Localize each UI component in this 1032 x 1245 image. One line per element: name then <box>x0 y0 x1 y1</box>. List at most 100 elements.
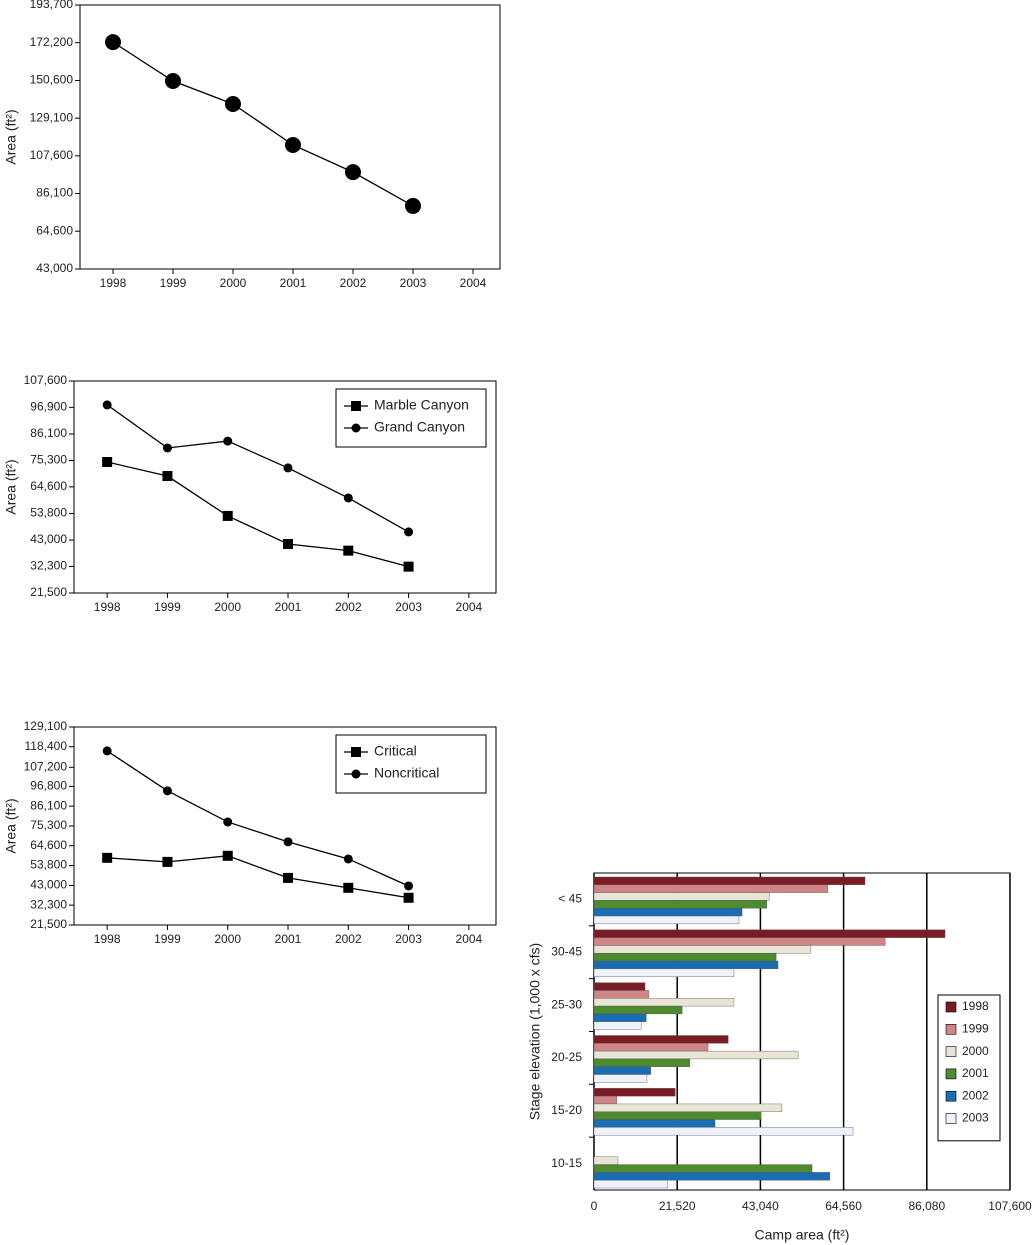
marker <box>283 837 293 847</box>
plot-frame <box>79 4 501 270</box>
bar <box>593 937 886 946</box>
y-tick-label: 10-15 <box>551 1156 582 1170</box>
y-tick-label: 150,600 <box>30 73 74 87</box>
y-tick-label: 96,900 <box>30 400 67 414</box>
y-tick-label: 129,100 <box>30 110 74 124</box>
x-tick-label: 1998 <box>94 932 121 946</box>
legend-label: Critical <box>374 743 417 759</box>
marker <box>343 493 353 503</box>
y-tick-label: 64,600 <box>30 838 67 852</box>
bar <box>593 968 735 977</box>
legend-box <box>335 388 487 448</box>
x-tick-label: 2000 <box>214 932 241 946</box>
bar <box>593 1021 642 1030</box>
bar <box>593 1058 691 1067</box>
x-tick-label: 2001 <box>275 600 302 614</box>
x-tick-label: 86,080 <box>908 1199 945 1213</box>
legend-label: Grand Canyon <box>374 419 465 435</box>
bar <box>593 1088 676 1097</box>
legend-swatch <box>945 1001 957 1013</box>
marker <box>165 73 181 90</box>
legend-swatch <box>945 1113 957 1124</box>
marker <box>405 197 421 214</box>
x-tick-label: 1998 <box>100 276 127 290</box>
y-tick-label: 86,100 <box>30 798 67 812</box>
x-tick-label: 2000 <box>214 600 241 614</box>
marker <box>345 164 361 181</box>
marker <box>102 746 112 756</box>
y-tick-label: 129,100 <box>24 719 68 733</box>
bar <box>593 1095 618 1105</box>
bar <box>593 876 866 886</box>
marker <box>162 786 172 796</box>
bar <box>593 1172 831 1181</box>
y-tick-label: 20-25 <box>551 1050 582 1064</box>
x-tick-label: 2003 <box>395 600 422 614</box>
marker <box>404 527 414 537</box>
x-tick-label: 2002 <box>340 276 367 290</box>
x-tick-label: 2000 <box>220 276 247 290</box>
y-tick-label: 32,300 <box>30 559 67 573</box>
y-tick-label: 75,300 <box>30 818 67 832</box>
y-tick-label: 21,500 <box>30 585 67 599</box>
y-tick-label: 64,600 <box>30 479 67 493</box>
marker <box>343 545 354 556</box>
bar <box>593 1035 729 1044</box>
marker <box>283 463 293 473</box>
legend-marker <box>351 747 361 757</box>
bar <box>593 998 735 1007</box>
y-tick-label: 30-45 <box>551 944 582 958</box>
marker <box>105 34 121 51</box>
y-tick-label: 172,200 <box>30 35 74 49</box>
bar <box>593 945 812 954</box>
y-tick-label: 107,200 <box>24 759 68 773</box>
legend-label: 2000 <box>962 1044 989 1058</box>
bar <box>593 1066 652 1075</box>
x-tick-label: 1998 <box>94 600 121 614</box>
bar <box>593 1005 683 1015</box>
y-tick-label: 43,000 <box>30 532 67 546</box>
x-tick-label: 43,040 <box>742 1199 779 1213</box>
bar <box>593 990 650 999</box>
x-tick-label: 2002 <box>335 932 362 946</box>
y-tick-label: 25-30 <box>551 997 582 1011</box>
y-tick-label: 118,400 <box>25 739 68 753</box>
legend-label: Noncritical <box>374 765 439 781</box>
x-tick-label: 107,600 <box>988 1199 1032 1213</box>
legend-marker <box>351 423 361 433</box>
bar <box>593 1074 648 1083</box>
x-tick-label: 1999 <box>154 600 181 614</box>
bar <box>593 915 740 925</box>
x-tick-label: 1999 <box>154 932 181 946</box>
y-tick-label: 86,100 <box>30 426 67 440</box>
bar <box>593 1043 709 1052</box>
marker <box>102 457 113 468</box>
bar <box>593 892 770 901</box>
y-tick-label: 86,100 <box>36 186 73 200</box>
legend-marker <box>351 401 361 411</box>
marker <box>223 436 233 446</box>
marker <box>162 471 173 482</box>
bar <box>593 1103 783 1112</box>
bar <box>593 1111 762 1120</box>
legend-label: 1998 <box>962 999 989 1013</box>
legend-box <box>335 734 487 794</box>
legend-swatch <box>945 1046 957 1057</box>
marker <box>403 561 414 572</box>
x-tick-label: 2003 <box>395 932 422 946</box>
bar <box>593 982 646 991</box>
marker <box>283 872 294 883</box>
bar <box>593 1013 647 1022</box>
bar <box>593 1179 669 1189</box>
marker <box>285 136 301 153</box>
y-tick-label: 75,300 <box>30 453 67 467</box>
marker <box>283 539 294 550</box>
legend-swatch <box>945 1024 957 1035</box>
legend-label: 1999 <box>962 1021 989 1035</box>
legend-label: 2002 <box>962 1088 989 1102</box>
bar <box>593 960 779 970</box>
legend-swatch <box>945 1068 957 1080</box>
x-tick-label: 2004 <box>456 600 483 614</box>
marker <box>223 817 233 827</box>
